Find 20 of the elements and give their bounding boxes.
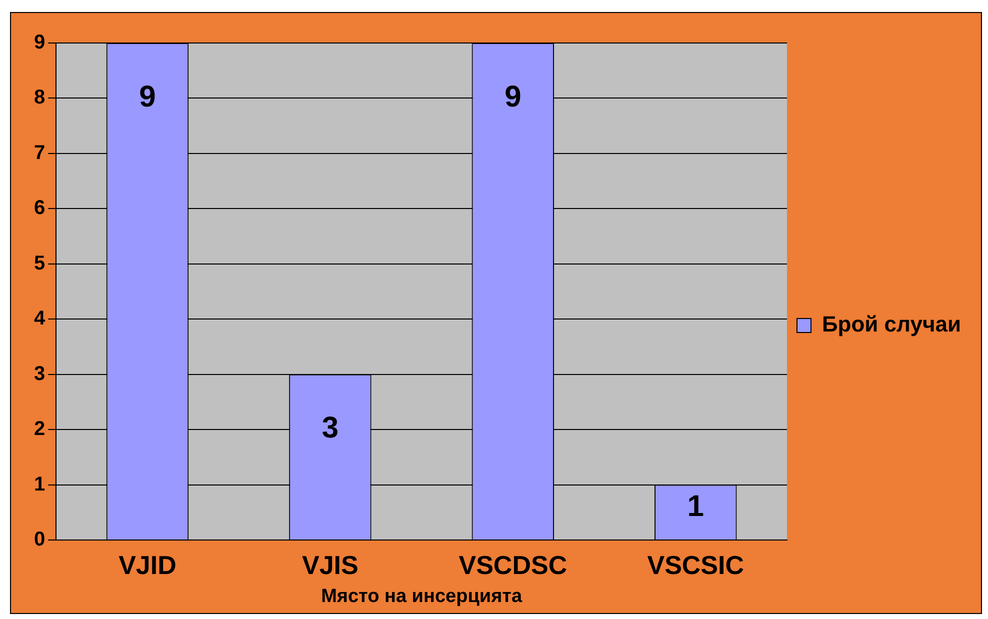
data-label: 1 [687, 490, 704, 524]
data-label: 3 [322, 412, 339, 445]
y-tick-label: 8 [34, 86, 46, 109]
y-tick-label: 5 [34, 252, 46, 274]
data-label: 9 [504, 80, 522, 114]
y-tick-label: 1 [34, 473, 46, 496]
y-tick-label: 0 [34, 528, 46, 551]
y-tick-label: 9 [34, 32, 46, 54]
x-axis-title: Място на инсерцията [321, 586, 522, 607]
y-tick-label: 2 [34, 418, 46, 440]
x-tick-label: VJID [118, 550, 176, 580]
x-tick-label: VJIS [302, 550, 358, 580]
y-tick-label: 4 [34, 308, 46, 330]
data-label: 9 [139, 80, 156, 114]
y-tick-label: 3 [34, 362, 46, 385]
legend-label: Брой случаи [822, 312, 961, 337]
y-tick-label: 7 [34, 142, 46, 164]
x-tick-label: VSCDSC [458, 550, 568, 580]
y-tick-label: 6 [34, 197, 46, 220]
x-tick-label: VSCSIC [647, 550, 744, 580]
